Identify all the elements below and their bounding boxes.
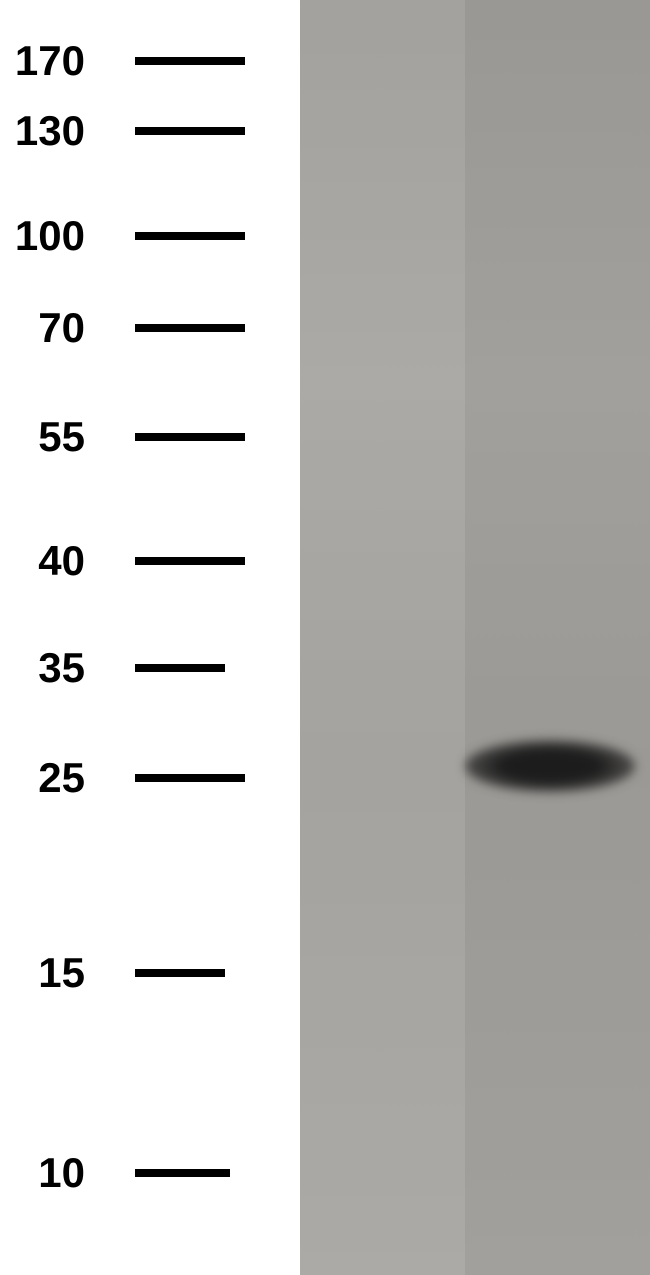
marker-label: 15 [0, 949, 110, 997]
marker-tick [135, 127, 245, 135]
marker-label: 130 [0, 107, 110, 155]
marker-tick [135, 324, 245, 332]
marker-tick [135, 774, 245, 782]
marker-tick [135, 433, 245, 441]
marker-tick [135, 969, 225, 977]
ladder-marker: 55 [0, 413, 300, 461]
marker-label: 170 [0, 37, 110, 85]
ladder-marker: 15 [0, 949, 300, 997]
marker-label: 70 [0, 304, 110, 352]
marker-label: 25 [0, 754, 110, 802]
marker-tick [135, 664, 225, 672]
ladder-marker: 10 [0, 1149, 300, 1197]
protein-band [465, 740, 635, 792]
marker-tick [135, 232, 245, 240]
marker-label: 40 [0, 537, 110, 585]
marker-label: 55 [0, 413, 110, 461]
marker-label: 10 [0, 1149, 110, 1197]
ladder-marker: 170 [0, 37, 300, 85]
gel-lane [465, 0, 650, 1275]
ladder-marker: 130 [0, 107, 300, 155]
marker-label: 100 [0, 212, 110, 260]
ladder-marker: 100 [0, 212, 300, 260]
marker-tick [135, 557, 245, 565]
ladder-marker: 70 [0, 304, 300, 352]
ladder-marker: 40 [0, 537, 300, 585]
marker-tick [135, 57, 245, 65]
marker-tick [135, 1169, 230, 1177]
ladder-marker: 35 [0, 644, 300, 692]
blot-container: 170 130 100 70 55 40 35 25 15 10 [0, 0, 650, 1275]
molecular-weight-ladder: 170 130 100 70 55 40 35 25 15 10 [0, 0, 300, 1275]
marker-label: 35 [0, 644, 110, 692]
ladder-marker: 25 [0, 754, 300, 802]
gel-lane [300, 0, 465, 1275]
